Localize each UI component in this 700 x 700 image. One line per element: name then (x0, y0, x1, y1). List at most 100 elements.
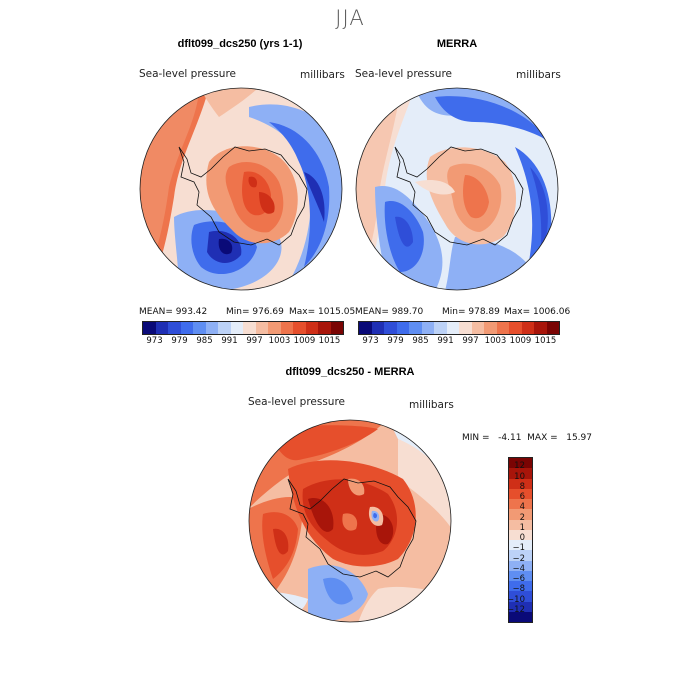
colorbar-swatch (496, 322, 509, 334)
colorbar-swatch (243, 322, 256, 334)
colorbar-swatch (155, 322, 168, 334)
colorbar-swatch (396, 322, 409, 334)
panel-1-min: Min= 976.69 (226, 307, 284, 317)
colorbar-swatch (205, 322, 218, 334)
colorbar-swatch (168, 322, 181, 334)
colorbar-swatch (255, 322, 268, 334)
colorbar-tick-label: 1003 (484, 336, 507, 346)
colorbar-tick-label: 12 (514, 461, 525, 472)
panel-2-map (355, 87, 559, 291)
colorbar-swatch (293, 322, 306, 334)
colorbar-swatch (509, 611, 532, 622)
panel-2-title: MERRA (436, 38, 478, 50)
colorbar-tick-label: 1003 (268, 336, 291, 346)
panel-2-units-label: millibars (516, 69, 561, 81)
colorbar-swatch (509, 601, 532, 612)
colorbar-tick-label: 991 (221, 336, 238, 346)
colorbar-swatch (359, 322, 372, 334)
panel-1-colorbar (142, 321, 344, 335)
panel-2-max: Max= 1006.06 (504, 307, 571, 317)
colorbar-swatch (409, 322, 422, 334)
colorbar-swatch (509, 560, 532, 571)
colorbar-tick-label: 985 (412, 336, 429, 346)
panel-3-map (248, 419, 452, 623)
panel-3-colorbar (508, 457, 533, 623)
colorbar-tick-label: 8 (519, 481, 525, 492)
colorbar-tick-label: 979 (171, 336, 188, 346)
colorbar-swatch (305, 322, 318, 334)
colorbar-swatch (509, 570, 532, 581)
colorbar-swatch (484, 322, 497, 334)
colorbar-swatch (230, 322, 243, 334)
colorbar-tick-label: 1 (519, 522, 525, 533)
colorbar-tick-label: 973 (362, 336, 379, 346)
colorbar-swatch (371, 322, 384, 334)
colorbar-tick-label: −8 (512, 584, 525, 595)
colorbar-swatch (471, 322, 484, 334)
colorbar-tick-label: 997 (462, 336, 479, 346)
colorbar-tick-label: 973 (146, 336, 163, 346)
colorbar-tick-label: 1009 (509, 336, 532, 346)
colorbar-swatch (509, 499, 532, 510)
colorbar-swatch (509, 322, 522, 334)
colorbar-swatch (318, 322, 331, 334)
colorbar-tick-label: 979 (387, 336, 404, 346)
colorbar-tick-label: −4 (512, 563, 525, 574)
colorbar-swatch (268, 322, 281, 334)
colorbar-swatch (509, 591, 532, 602)
colorbar-swatch (434, 322, 447, 334)
panel-2-colorbar-ticks: 973 979 985 991 997 1003 1009 1015 (358, 336, 558, 348)
colorbar-swatch (330, 322, 343, 334)
panel-2-min: Min= 978.89 (442, 307, 500, 317)
colorbar-swatch (509, 458, 532, 469)
colorbar-tick-label: −12 (507, 604, 525, 615)
colorbar-tick-label: 997 (246, 336, 263, 346)
colorbar-swatch (509, 581, 532, 592)
panel-1-max: Max= 1015.05 (289, 307, 356, 317)
colorbar-tick-label: −2 (512, 553, 525, 564)
panel-2-colorbar (358, 321, 560, 335)
colorbar-swatch (509, 540, 532, 551)
colorbar-tick-label: 2 (519, 512, 525, 523)
colorbar-tick-label: 6 (519, 492, 525, 502)
colorbar-tick-label: 1015 (534, 336, 557, 346)
panel-2-mean: MEAN= 989.70 (355, 307, 424, 317)
colorbar-swatch (143, 322, 156, 334)
panel-3-title: dflt099_dcs250 - MERRA (285, 366, 415, 378)
colorbar-swatch (509, 468, 532, 479)
panel-3-minmax: MIN = -4.11 MAX = 15.97 (462, 433, 592, 443)
colorbar-tick-label: 1009 (293, 336, 316, 346)
colorbar-tick-label: 0 (519, 533, 525, 543)
colorbar-tick-label: −1 (512, 543, 525, 554)
colorbar-swatch (180, 322, 193, 334)
panel-1-variable-label: Sea-level pressure (139, 68, 237, 80)
colorbar-swatch (509, 488, 532, 499)
colorbar-swatch (446, 322, 459, 334)
colorbar-tick-label: 991 (437, 336, 454, 346)
colorbar-swatch (509, 509, 532, 520)
colorbar-swatch (534, 322, 547, 334)
panel-1-mean: MEAN= 993.42 (139, 307, 208, 317)
colorbar-tick-label: −6 (512, 574, 525, 584)
colorbar-swatch (421, 322, 434, 334)
panel-1-colorbar-ticks: 973 979 985 991 997 1003 1009 1015 (142, 336, 342, 348)
colorbar-tick-label: 1015 (318, 336, 341, 346)
panel-1-title: dflt099_dcs250 (yrs 1-1) (177, 38, 303, 50)
colorbar-swatch (384, 322, 397, 334)
colorbar-swatch (459, 322, 472, 334)
colorbar-swatch (193, 322, 206, 334)
panel-1-map (139, 87, 343, 291)
panel-3-colorbar-ticks: 12 10 8 6 4 2 1 0 −1 −2 −4 −6 −8 −10 −12 (495, 457, 555, 621)
colorbar-swatch (509, 550, 532, 561)
colorbar-swatch (509, 478, 532, 489)
colorbar-swatch (546, 322, 559, 334)
colorbar-tick-label: 985 (196, 336, 213, 346)
panel-3-units-label: millibars (409, 399, 454, 411)
colorbar-tick-label: 4 (519, 502, 525, 513)
panel-2-variable-label: Sea-level pressure (355, 68, 453, 80)
panel-3-variable-label: Sea-level pressure (248, 396, 346, 408)
colorbar-swatch (509, 519, 532, 530)
colorbar-swatch (521, 322, 534, 334)
colorbar-tick-label: −10 (507, 594, 525, 605)
colorbar-swatch (218, 322, 231, 334)
